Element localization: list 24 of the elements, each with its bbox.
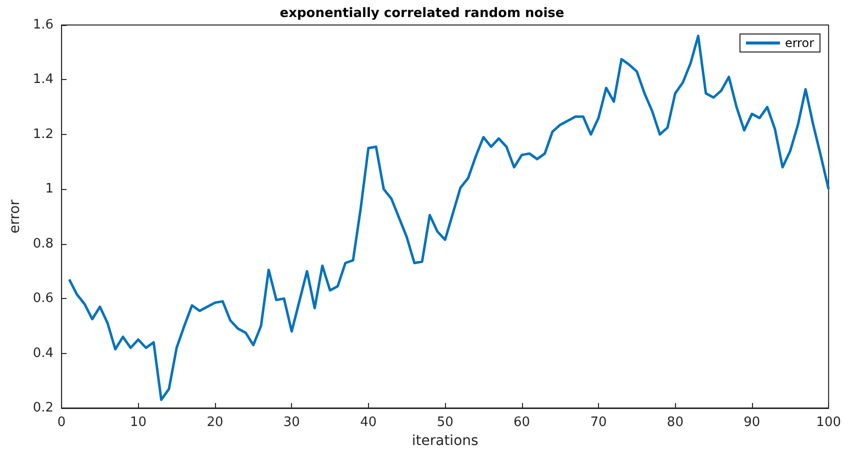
x-tick-label: 70 bbox=[590, 415, 607, 430]
y-tick-label: 0.4 bbox=[32, 346, 54, 361]
y-axis-title: error bbox=[7, 199, 23, 234]
x-tick-label: 20 bbox=[206, 415, 224, 430]
x-tick-label: 60 bbox=[514, 415, 530, 430]
y-tick-label: 0.2 bbox=[32, 400, 54, 416]
y-tick-label: 1 bbox=[45, 182, 54, 197]
x-axis-title: iterations bbox=[412, 432, 478, 449]
line-series bbox=[68, 34, 830, 402]
y-tick-label: 0.8 bbox=[32, 236, 54, 252]
x-tick-label: 40 bbox=[360, 415, 377, 430]
legend-label: error bbox=[784, 36, 814, 50]
x-tick-label: 10 bbox=[130, 415, 147, 430]
x-tick-label: 80 bbox=[666, 415, 684, 430]
y-tick-label: 1.6 bbox=[32, 18, 54, 32]
x-tick-label: 90 bbox=[744, 415, 760, 430]
y-tick-label: 1.2 bbox=[32, 126, 54, 142]
y-tick-label: 1.4 bbox=[32, 72, 54, 88]
chart-title: exponentially correlated random noise bbox=[280, 6, 564, 21]
x-tick-label: 0 bbox=[57, 415, 66, 430]
x-tick-label: 50 bbox=[436, 415, 454, 430]
y-tick-label: 0.6 bbox=[32, 291, 54, 306]
x-tick-label: 100 bbox=[816, 415, 842, 430]
x-tick-label: 30 bbox=[283, 415, 300, 430]
